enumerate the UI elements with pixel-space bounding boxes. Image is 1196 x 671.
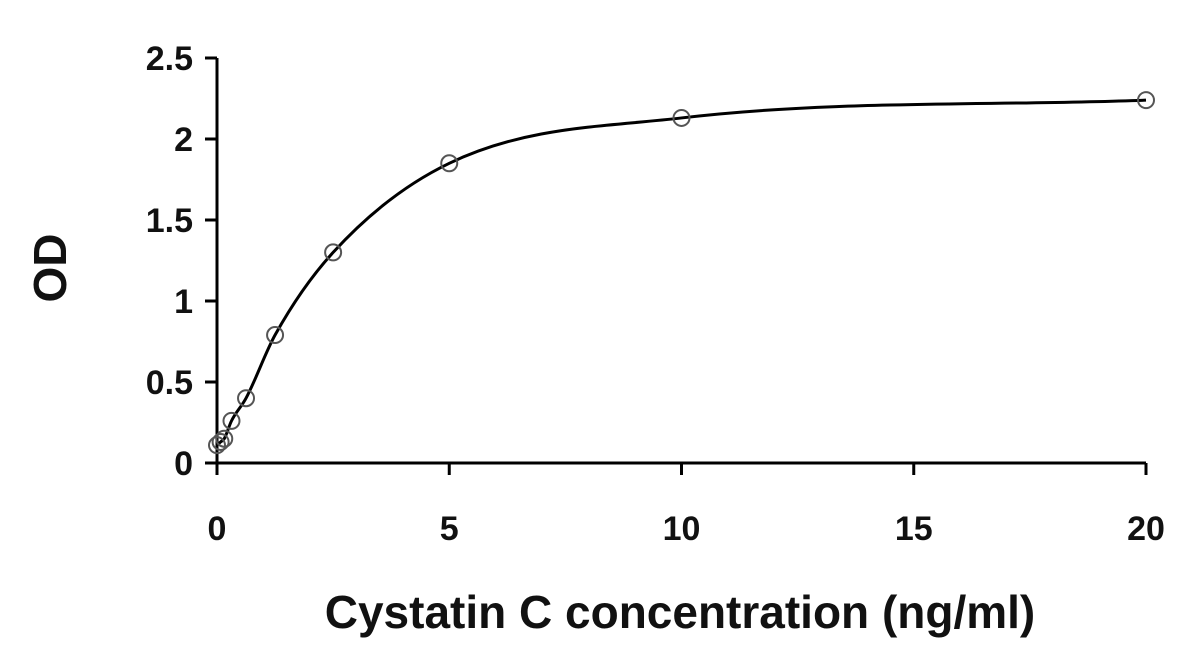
data-point xyxy=(672,108,691,127)
x-tick-label: 0 xyxy=(208,510,227,548)
data-point xyxy=(211,432,230,451)
y-tick-label: 2 xyxy=(174,121,193,159)
data-point xyxy=(215,429,234,448)
fit-curve xyxy=(216,98,1147,447)
data-point xyxy=(440,154,459,173)
data-point xyxy=(1137,91,1155,110)
y-tick-label: 0.5 xyxy=(146,364,193,402)
x-tick-label: 10 xyxy=(663,510,701,548)
y-ticks: 0 0.5 1 1.5 2 2.5 xyxy=(146,40,217,483)
y-tick-label: 1 xyxy=(174,283,193,321)
x-tick-label: 20 xyxy=(1127,510,1165,548)
x-ticks: 0 5 10 15 20 xyxy=(208,463,1165,548)
data-point xyxy=(324,243,343,262)
data-point xyxy=(266,326,285,345)
data-point xyxy=(237,389,256,408)
data-points xyxy=(208,91,1155,455)
x-tick-label: 15 xyxy=(895,510,933,548)
data-point xyxy=(222,411,241,430)
y-tick-label: 0 xyxy=(174,445,193,483)
x-tick-label: 5 xyxy=(440,510,459,548)
y-tick-label: 1.5 xyxy=(146,202,193,240)
y-tick-label: 2.5 xyxy=(146,40,193,78)
x-axis-title: Cystatin C concentration (ng/ml) xyxy=(325,586,1035,638)
y-axis-title: OD xyxy=(24,234,76,303)
